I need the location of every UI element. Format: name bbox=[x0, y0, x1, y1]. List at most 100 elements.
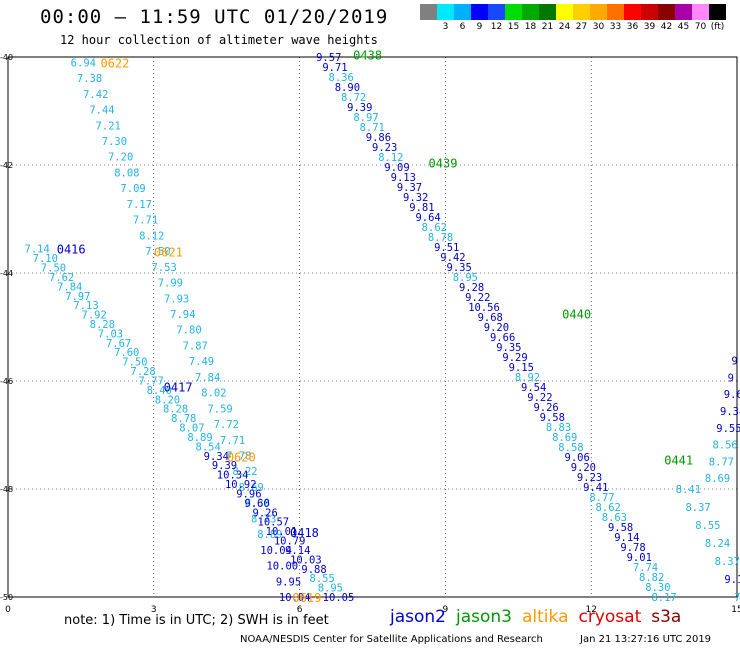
wave-height-value: 10.57 bbox=[258, 517, 290, 529]
wave-height-value: 7.93 bbox=[164, 293, 189, 305]
wave-height-value: 8.89 bbox=[257, 529, 282, 541]
wave-height-value: 9.28 bbox=[459, 282, 484, 294]
wave-height-value: 9.96 bbox=[236, 488, 261, 500]
wave-height-value: 9.10 bbox=[724, 574, 740, 586]
wave-height-value: 10.04 bbox=[260, 545, 292, 557]
wave-height-value: 8.89 bbox=[187, 432, 212, 444]
wave-height-value: 7.13 bbox=[73, 300, 98, 312]
wave-height-value: 8.07 bbox=[179, 423, 204, 435]
wave-height-value: 9.20 bbox=[571, 462, 596, 474]
color-scale-label: 30 bbox=[592, 22, 605, 32]
y-tick-label: -40 bbox=[0, 53, 13, 62]
color-scale-label: 33 bbox=[609, 22, 622, 32]
page-title: 00:00 — 11:59 UTC 01/20/2019 bbox=[40, 6, 389, 28]
wave-height-value: 7.49 bbox=[189, 356, 214, 368]
mission-legend-item: s3a bbox=[651, 607, 682, 627]
wave-height-value: 8.62 bbox=[596, 502, 621, 514]
wave-height-value: 9.14 bbox=[614, 532, 639, 544]
wave-height-value: 8.83 bbox=[546, 422, 571, 434]
wave-height-value: 8.72 bbox=[341, 92, 366, 104]
wave-height-value: 7.10 bbox=[33, 253, 58, 265]
x-tick-label: 12 bbox=[585, 605, 596, 615]
wave-height-value: 9.29 bbox=[502, 352, 527, 364]
track-label: 0620 bbox=[227, 451, 256, 465]
wave-height-value: 10.92 bbox=[225, 479, 257, 491]
wave-height-value: 7.71 bbox=[133, 215, 158, 227]
credit-timestamp: Jan 21 13:27:16 UTC 2019 bbox=[580, 634, 712, 645]
wave-height-value: 10.04 bbox=[279, 592, 311, 604]
track-label: 0418 bbox=[290, 526, 319, 540]
wave-height-value: 8.12 bbox=[139, 230, 164, 242]
wave-height-value: 7.50 bbox=[122, 357, 147, 369]
wave-height-value: 9.23 bbox=[577, 472, 602, 484]
color-scale-swatch bbox=[709, 4, 726, 20]
color-scale-swatch bbox=[505, 4, 522, 20]
color-scale-label: 18 bbox=[524, 22, 537, 32]
wave-height-value: 8.92 bbox=[515, 372, 540, 384]
wave-height-value: 8.36 bbox=[329, 72, 354, 84]
wave-height-value: 7.97 bbox=[65, 291, 90, 303]
wave-height-value: 8.56 bbox=[712, 440, 737, 452]
wave-height-value: 8.77 bbox=[589, 492, 614, 504]
wave-height-value: 7.67 bbox=[106, 338, 131, 350]
wave-height-value: 9.24 bbox=[728, 372, 740, 384]
wave-height-value: 7.80 bbox=[176, 325, 201, 337]
wave-height-value: 8.69 bbox=[705, 473, 730, 485]
wave-height-value: 8.28 bbox=[90, 319, 115, 331]
color-scale-swatch bbox=[420, 4, 437, 20]
wave-height-value: 9.39 bbox=[212, 460, 237, 472]
wave-height-value: 8.62 bbox=[422, 222, 447, 234]
wave-height-value: 7.03 bbox=[98, 328, 123, 340]
wave-height-value: 9.58 bbox=[608, 522, 633, 534]
wave-height-value: 9.01 bbox=[627, 552, 652, 564]
track-label: 0438 bbox=[353, 48, 382, 62]
wave-height-value: 7.20 bbox=[108, 152, 133, 164]
color-scale-label: 70 bbox=[694, 22, 707, 32]
y-tick-label: -50 bbox=[0, 593, 13, 602]
color-scale-label: 9 bbox=[476, 22, 483, 32]
wave-height-value: 7.60 bbox=[114, 347, 139, 359]
wave-height-value: 7.84 bbox=[57, 281, 82, 293]
wave-height-value: 7.50 bbox=[41, 263, 66, 275]
color-scale-swatch bbox=[641, 4, 658, 20]
wave-height-value: 9.22 bbox=[527, 392, 552, 404]
wave-height-value: 9.26 bbox=[253, 507, 278, 519]
color-scale-label: 3 bbox=[442, 22, 449, 32]
wave-height-value: 8.38 bbox=[245, 498, 270, 510]
wave-height-value: 9.34 bbox=[204, 451, 229, 463]
wave-height-value: 9.39 bbox=[347, 102, 372, 114]
wave-height-value: 7.77 bbox=[139, 375, 164, 387]
wave-height-value: 8.24 bbox=[705, 538, 730, 550]
color-scale-labels: 3 6 9 12 15 18 21 24 27 30 33 36 39 42 45 70 (ft) bbox=[420, 22, 726, 32]
wave-height-value: 7.42 bbox=[83, 89, 108, 101]
x-tick-label: 0 bbox=[5, 605, 11, 615]
wave-height-value: 9.41 bbox=[583, 482, 608, 494]
wave-height-value: 8.58 bbox=[558, 442, 583, 454]
wave-height-value: 9.13 bbox=[391, 172, 416, 184]
wave-height-value: 9.78 bbox=[620, 542, 645, 554]
color-scale-swatch bbox=[658, 4, 675, 20]
wave-height-value: 9.22 bbox=[465, 292, 490, 304]
wave-height-value: 8.97 bbox=[353, 112, 378, 124]
wave-height-value: 7.59 bbox=[207, 403, 232, 415]
color-scale-swatch bbox=[556, 4, 573, 20]
wave-height-value: 8.37 bbox=[715, 556, 740, 568]
color-scale-label: (ft) bbox=[710, 22, 725, 32]
wave-height-value: 8.55 bbox=[310, 573, 335, 585]
wave-height-value: 8.90 bbox=[335, 82, 360, 94]
wave-height-value: 9.81 bbox=[409, 202, 434, 214]
wave-height-value: 6.94 bbox=[71, 57, 96, 69]
wave-height-value: 7.21 bbox=[96, 120, 121, 132]
color-scale-bar bbox=[420, 4, 726, 20]
footer-note: note: 1) Time is in UTC; 2) SWH is in fe… bbox=[64, 613, 329, 628]
track-label: 0440 bbox=[562, 308, 591, 322]
wave-height-value: 8.54 bbox=[196, 441, 221, 453]
wave-height-value: 8.55 bbox=[695, 520, 720, 532]
x-tick-label: 9 bbox=[443, 605, 449, 615]
track-label: 0416 bbox=[57, 243, 86, 257]
mission-legend: jason2 jason3 altika cryosat s3a bbox=[390, 607, 681, 627]
wave-height-value: 9.32 bbox=[403, 192, 428, 204]
wave-height-value: 7.62 bbox=[49, 272, 74, 284]
wave-height-value: 10.01 bbox=[266, 526, 298, 538]
mission-legend-item: jason2 bbox=[390, 607, 446, 627]
